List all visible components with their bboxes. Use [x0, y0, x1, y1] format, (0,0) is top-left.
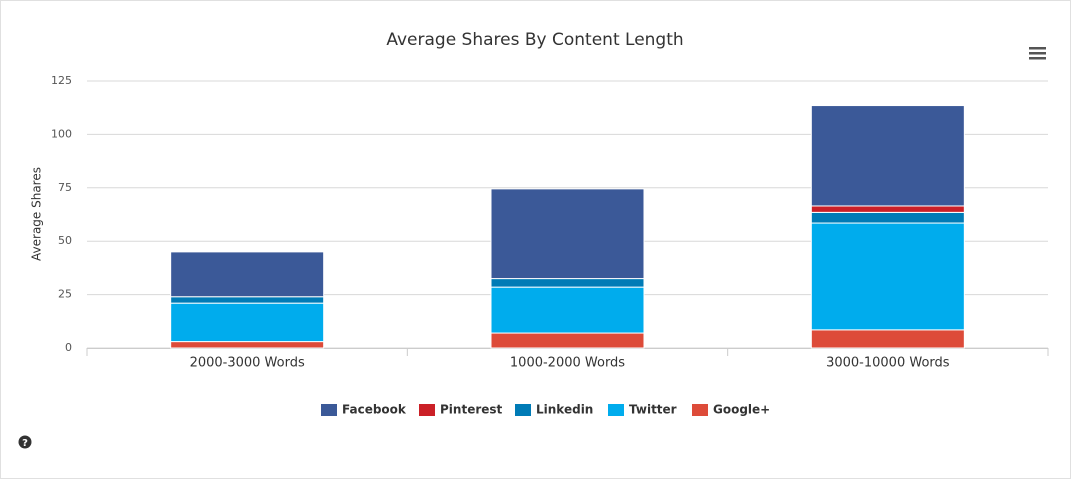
- legend-label: Twitter: [629, 403, 677, 417]
- legend-label: Linkedin: [536, 403, 593, 417]
- legend-label: Pinterest: [440, 403, 503, 417]
- bar-segment: [170, 341, 325, 349]
- bar-segment: [810, 222, 965, 331]
- legend-swatch: [608, 404, 624, 416]
- x-tick-label: 1000-2000 Words: [510, 356, 625, 371]
- legend-swatch: [419, 404, 435, 416]
- bar-segment: [810, 329, 965, 349]
- legend-swatch: [692, 404, 708, 416]
- x-tick-label: 2000-3000 Words: [190, 356, 305, 371]
- y-tick-label: 75: [58, 181, 72, 194]
- bar-segment: [170, 302, 325, 343]
- y-tick-label: 50: [58, 234, 72, 247]
- help-icon[interactable]: ?: [18, 435, 32, 450]
- y-tick-label: 25: [58, 288, 72, 301]
- chart-title: Average Shares By Content Length: [386, 30, 683, 50]
- bar-segment: [810, 205, 965, 213]
- legend-swatch: [321, 404, 337, 416]
- y-tick-label: 125: [51, 74, 72, 87]
- bar-segment: [170, 251, 325, 298]
- bar-segment: [810, 211, 965, 224]
- menu-icon[interactable]: [1029, 47, 1046, 60]
- bar-segment: [490, 286, 645, 334]
- y-tick-label: 100: [51, 127, 72, 140]
- legend-swatch: [515, 404, 531, 416]
- menu-bar: [1029, 47, 1046, 50]
- help-circle: [18, 435, 32, 449]
- bar-segment: [490, 188, 645, 280]
- legend-label: Facebook: [342, 403, 407, 417]
- x-tick-label: 3000-10000 Words: [826, 356, 950, 371]
- y-axis-title: Average Shares: [30, 167, 44, 261]
- help-mark: ?: [22, 438, 28, 449]
- legend-label: Google+: [713, 403, 770, 417]
- menu-bar: [1029, 57, 1046, 60]
- y-tick-label: 0: [65, 341, 72, 354]
- bar-segment: [810, 105, 965, 207]
- bar-segment: [490, 332, 645, 349]
- menu-bar: [1029, 52, 1046, 55]
- bar-segment: [170, 296, 325, 304]
- bar-segment: [490, 278, 645, 288]
